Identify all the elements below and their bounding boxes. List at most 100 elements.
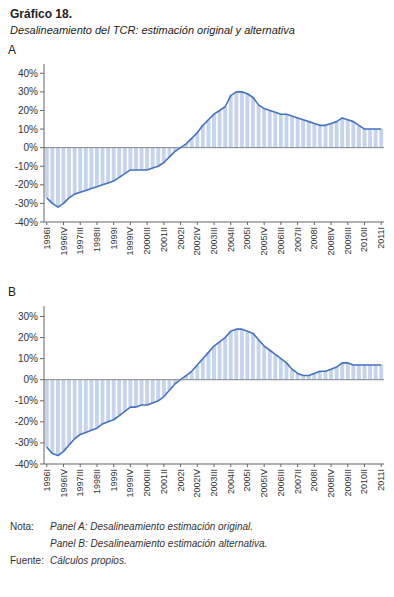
area-fill [212,346,216,380]
y-tick-label: 0% [24,142,39,153]
area-fill [257,340,261,380]
area-fill [368,129,372,148]
y-tick-label: -10% [15,395,38,406]
area-fill [50,148,54,204]
area-fill [379,365,383,380]
area-fill [257,105,261,148]
x-tick-label: 2005IV [259,227,269,256]
x-tick [46,222,47,225]
x-tick-label: 2008I [309,469,319,492]
x-tick [96,222,97,225]
area-fill [223,338,227,380]
x-tick-label: 2009III [343,469,353,497]
x-tick [381,464,382,467]
x-tick [364,464,365,467]
x-tick-label: 1999I [109,227,119,250]
x-tick-label: 1997III [75,227,85,255]
y-tick-label: -30% [15,437,38,448]
area-fill [112,148,116,181]
area-fill [89,380,93,431]
x-tick [80,222,81,225]
x-tick [214,222,215,225]
y-tick [40,421,44,422]
x-tick [297,464,298,467]
x-tick [130,222,131,225]
x-tick-label: 2002I [176,469,186,492]
area-fill [45,380,49,447]
area-fill [95,380,99,428]
area-fill [268,110,272,147]
area-fill [346,363,350,380]
x-tick [280,222,281,225]
area-fill [335,367,339,380]
y-tick [40,316,44,317]
x-tick [264,222,265,225]
area-fill [329,369,333,380]
area-fill [285,114,289,147]
y-tick-label: 30% [18,86,38,97]
x-tick-label: 2002IV [192,469,202,498]
area-fill [78,380,82,435]
x-tick [180,464,181,467]
x-tick [113,222,114,225]
x-tick-label: 1998II [92,469,102,494]
area-fill [89,148,93,189]
area-fill [262,109,266,148]
x-tick-label: 2010II [359,469,369,494]
area-fill [106,380,110,422]
x-tick [147,222,148,225]
x-tick-label: 2001II [159,227,169,252]
x-tick [214,464,215,467]
area-fill [84,148,88,191]
area-fill [73,148,77,194]
y-tick [40,110,44,111]
y-tick [40,166,44,167]
panel-label: B [8,285,16,299]
chart: Gráfico 18.Desalineamiento del TCR: esti… [0,0,394,597]
y-tick-label: -30% [15,198,38,209]
plot-area [45,92,383,207]
y-tick [40,442,44,443]
y-tick [40,91,44,92]
area-fill [363,365,367,380]
x-tick-label: 2008IV [326,469,336,498]
x-tick-label: 1999IV [125,227,135,256]
area-fill [106,148,110,183]
x-tick [180,222,181,225]
panel: A-40%-30%-20%-10%0%10%20%30%40%1996I1996… [8,43,386,256]
x-tick [364,222,365,225]
area-fill [279,114,283,147]
area-fill [128,148,132,170]
y-tick-label: 30% [18,311,38,322]
x-tick-label: 1998II [92,227,102,252]
x-tick-label: 2005IV [259,469,269,498]
area-fill [151,380,155,403]
area-fill [374,365,378,380]
note: Panel B: Desalineamiento estimación alte… [50,538,267,549]
y-tick [40,400,44,401]
area-fill [140,380,144,405]
area-line [47,92,381,207]
area-fill [351,365,355,380]
area-fill [128,380,132,407]
x-tick [197,464,198,467]
area-fill [357,125,361,147]
x-tick-label: 2008I [309,227,319,250]
x-tick-label: 2001II [159,469,169,494]
x-tick [63,222,64,225]
area-fill [229,96,233,148]
area-fill [201,359,205,380]
area-fill [140,148,144,170]
x-tick-label: 2004II [226,469,236,494]
x-tick-label: 2010II [359,227,369,252]
note: Panel A: Desalineamiento estimación orig… [50,521,253,532]
y-tick [40,129,44,130]
area-fill [240,329,244,380]
area-fill [201,125,205,147]
x-tick [297,222,298,225]
area-fill [123,380,127,412]
area-fill [329,123,333,147]
x-tick-label: 2002IV [192,227,202,256]
area-fill [379,129,383,148]
y-axis [44,64,45,222]
